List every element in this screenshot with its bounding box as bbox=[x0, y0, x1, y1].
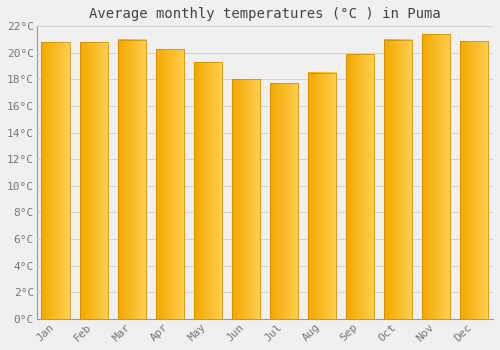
Bar bbox=[194, 62, 222, 319]
Bar bbox=[460, 41, 488, 319]
Bar bbox=[118, 40, 146, 319]
Bar bbox=[232, 79, 260, 319]
Bar bbox=[384, 40, 412, 319]
Bar bbox=[308, 73, 336, 319]
Bar bbox=[346, 54, 374, 319]
Bar bbox=[156, 49, 184, 319]
Bar bbox=[80, 42, 108, 319]
Bar bbox=[422, 34, 450, 319]
Title: Average monthly temperatures (°C ) in Puma: Average monthly temperatures (°C ) in Pu… bbox=[89, 7, 441, 21]
Bar bbox=[270, 83, 298, 319]
Bar bbox=[42, 42, 70, 319]
